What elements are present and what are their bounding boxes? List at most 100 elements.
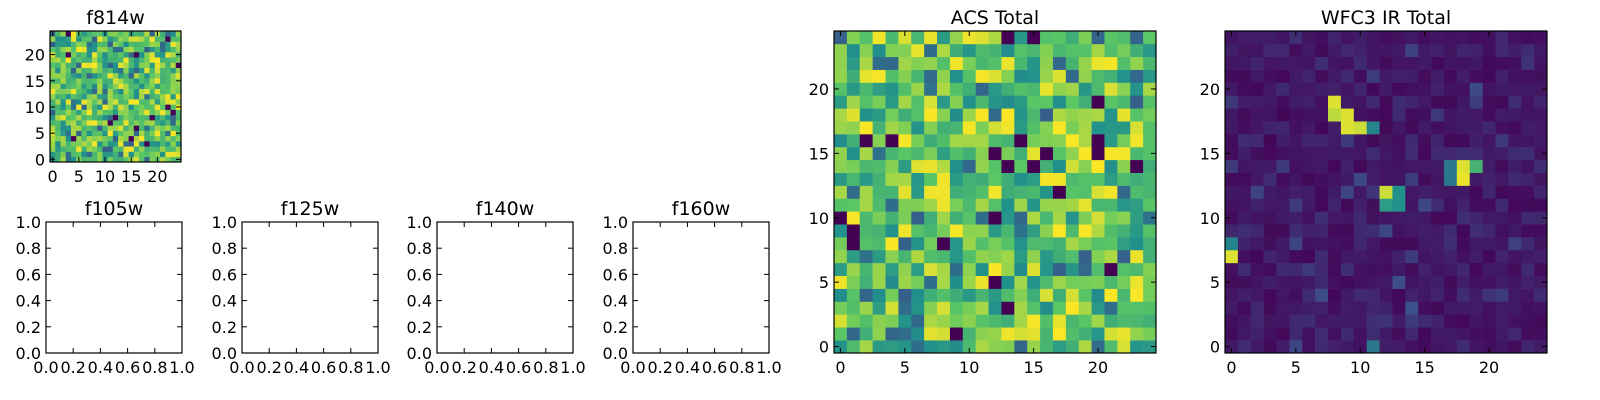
heatmap-cell xyxy=(1104,185,1118,199)
heatmap-cell xyxy=(834,198,848,212)
heatmap-cell xyxy=(1405,237,1419,251)
heatmap-cell xyxy=(1225,172,1239,186)
heatmap-cell xyxy=(1276,198,1290,212)
heatmap-cell xyxy=(1315,275,1329,289)
heatmap-cell xyxy=(1052,69,1067,83)
heatmap-cell xyxy=(1078,31,1092,45)
heatmap-cell xyxy=(1027,301,1041,315)
heatmap-cell xyxy=(1534,146,1548,161)
heatmap-cell xyxy=(1117,108,1131,122)
heatmap-cell xyxy=(1001,108,1015,122)
heatmap-cell xyxy=(1143,56,1157,70)
heatmap-cell xyxy=(1065,31,1080,45)
heatmap-cell xyxy=(885,275,899,289)
heatmap-cell xyxy=(170,104,177,110)
y-tick-label: 0 xyxy=(1210,338,1220,357)
heatmap-cell xyxy=(112,146,119,152)
heatmap-cell xyxy=(962,134,976,148)
heatmap-cell xyxy=(1143,185,1157,199)
heatmap-cell xyxy=(1521,211,1535,225)
heatmap-cell xyxy=(1379,211,1393,225)
heatmap-cell xyxy=(1104,121,1118,135)
heatmap-cell xyxy=(1040,327,1054,341)
heatmap-cell xyxy=(1431,301,1445,315)
heatmap-cell xyxy=(1143,237,1157,251)
heatmap-cells xyxy=(834,31,1157,354)
heatmap-cell xyxy=(1405,275,1419,289)
heatmap-cell xyxy=(86,130,93,137)
heatmap-cell xyxy=(1443,146,1458,161)
heatmap-cell xyxy=(97,62,103,68)
heatmap-cell xyxy=(60,93,67,100)
heatmap-cell xyxy=(1040,288,1054,302)
heatmap-cell xyxy=(1078,211,1092,225)
heatmap-cell xyxy=(1143,82,1157,96)
heatmap-cell xyxy=(988,82,1002,96)
heatmap-cell xyxy=(1469,198,1483,212)
heatmap-cell xyxy=(149,31,156,37)
heatmap-cell xyxy=(1117,56,1131,70)
heatmap-cell xyxy=(139,146,145,152)
heatmap-cell xyxy=(1392,185,1406,199)
heatmap-cell xyxy=(1340,314,1355,328)
heatmap-cell xyxy=(139,88,145,95)
heatmap-cell xyxy=(1130,121,1144,135)
heatmap-cell xyxy=(154,72,161,79)
heatmap-cell xyxy=(65,57,72,63)
heatmap-cell xyxy=(154,41,161,48)
heatmap-cell xyxy=(1225,146,1239,161)
heatmap-cell xyxy=(91,57,98,63)
heatmap-cell xyxy=(924,121,938,135)
heatmap-cell xyxy=(937,224,951,238)
heatmap-cell xyxy=(1353,314,1367,328)
heatmap-cell xyxy=(1521,237,1535,251)
heatmap-cell xyxy=(165,51,171,58)
heatmap-cell xyxy=(1027,31,1041,45)
heatmap-cell xyxy=(834,249,848,264)
heatmap-cell xyxy=(1315,327,1329,341)
heatmap-cell xyxy=(1418,108,1432,122)
heatmap-cell xyxy=(1276,134,1290,148)
y-tick-label: 0.2 xyxy=(212,318,237,337)
heatmap-cell xyxy=(988,314,1002,328)
y-tick-label: 10 xyxy=(1200,209,1220,228)
heatmap-cell xyxy=(846,82,861,96)
heatmap-cell xyxy=(1418,95,1432,109)
heatmap-cell xyxy=(872,340,886,354)
heatmap-cell xyxy=(118,41,124,48)
heatmap-cell xyxy=(949,185,964,199)
heatmap-cell xyxy=(70,99,77,105)
heatmap-cell xyxy=(76,88,82,95)
heatmap-cell xyxy=(872,327,886,341)
heatmap-cell xyxy=(1418,134,1432,148)
heatmap-cell xyxy=(123,156,129,163)
heatmap-cell xyxy=(102,151,108,158)
heatmap-cell xyxy=(1340,340,1355,354)
heatmap-cell xyxy=(1263,31,1277,45)
heatmap-cell xyxy=(1508,237,1522,251)
heatmap-cell xyxy=(118,156,124,163)
heatmap-cell xyxy=(885,249,899,264)
heatmap-cell xyxy=(1104,146,1118,161)
heatmap-cell xyxy=(1276,56,1290,70)
heatmap-cell xyxy=(1091,275,1105,289)
heatmap-cell xyxy=(170,151,177,158)
heatmap-cell xyxy=(1091,237,1105,251)
heatmap-cell xyxy=(175,93,182,100)
heatmap-cell xyxy=(1508,327,1522,341)
heatmap-cell xyxy=(139,104,145,110)
heatmap-cell xyxy=(1405,108,1419,122)
heatmap-cell xyxy=(70,72,77,79)
heatmap-cell xyxy=(1276,237,1290,251)
heatmap-cell xyxy=(55,156,61,163)
heatmap-cell xyxy=(107,146,114,152)
heatmap-cell xyxy=(885,172,899,186)
heatmap-cell xyxy=(1366,185,1380,199)
heatmap-cell xyxy=(1379,314,1393,328)
heatmap-cell xyxy=(1315,121,1329,135)
heatmap-cell xyxy=(988,288,1002,302)
heatmap-cell xyxy=(1353,31,1367,45)
heatmap-cell xyxy=(1353,340,1367,354)
heatmap-cell xyxy=(885,95,899,109)
